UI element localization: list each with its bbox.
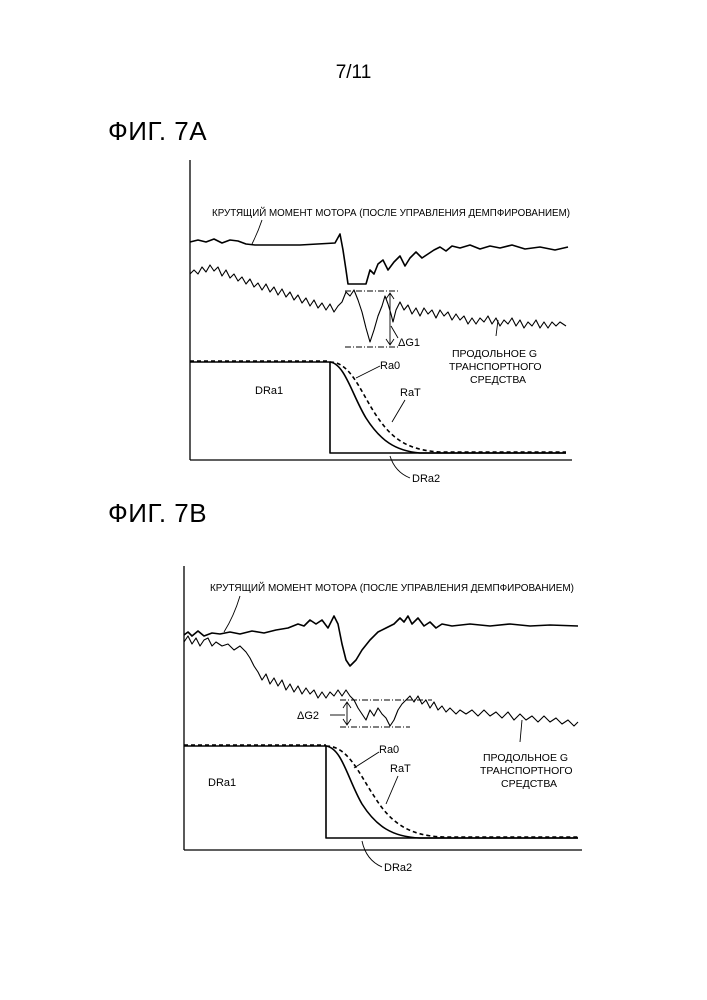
- rat-label: RaT: [400, 387, 421, 399]
- dra1-label: DRa1: [208, 777, 236, 789]
- longitudinal-g-label-line-1: ПРОДОЛЬНОЕ G: [452, 348, 537, 360]
- longitudinal-g-label-line-1: ПРОДОЛЬНОЕ G: [483, 752, 568, 764]
- ra0-label: Ra0: [380, 360, 400, 372]
- delta-g2-arrow: [343, 702, 351, 725]
- ra0-leader: [354, 752, 379, 768]
- delta-g1-label: ΔG1: [398, 337, 420, 349]
- rat-leader: [392, 400, 405, 422]
- page-number: 7/11: [0, 62, 707, 84]
- delta-g2-label: ΔG2: [297, 710, 319, 722]
- longitudinal-g-leader: [520, 720, 522, 742]
- rat-leader: [386, 776, 398, 804]
- dra2-label: DRa2: [412, 473, 440, 485]
- dra2-leader: [390, 456, 410, 478]
- motor-torque-trace: [190, 234, 568, 284]
- rat-curve: [330, 362, 566, 452]
- dra1-label: DRa1: [255, 385, 283, 397]
- figure-7a-diagram: КРУТЯЩИЙ МОМЕНТ МОТОРА (ПОСЛЕ УПРАВЛЕНИЯ…: [0, 150, 707, 490]
- dra2-label: DRa2: [384, 862, 412, 874]
- delta-g1-leader: [391, 326, 398, 338]
- rat-label: RaT: [390, 763, 411, 775]
- longitudinal-g-label-line-3: СРЕДСТВА: [501, 778, 557, 790]
- motor-torque-leader: [252, 220, 262, 244]
- motor-torque-leader: [224, 596, 240, 632]
- dra2-leader: [362, 841, 382, 867]
- motor-torque-label: КРУТЯЩИЙ МОМЕНТ МОТОРА (ПОСЛЕ УПРАВЛЕНИЯ…: [212, 206, 570, 219]
- figure-7b-diagram: КРУТЯЩИЙ МОМЕНТ МОТОРА (ПОСЛЕ УПРАВЛЕНИЯ…: [0, 560, 707, 890]
- motor-torque-trace: [184, 616, 578, 666]
- figure-7a-title: ФИГ. 7А: [108, 116, 207, 147]
- longitudinal-g-leader: [496, 320, 498, 336]
- ra0-leader: [356, 366, 380, 378]
- longitudinal-g-trace: [184, 636, 578, 726]
- ra0-label: Ra0: [379, 744, 399, 756]
- ra0-curve: [330, 362, 566, 453]
- longitudinal-g-label-line-3: СРЕДСТВА: [470, 374, 526, 386]
- longitudinal-g-label-line-2: ТРАНСПОРТНОГО: [449, 361, 542, 373]
- longitudinal-g-trace: [190, 265, 566, 342]
- figure-7b-title: ФИГ. 7В: [108, 498, 207, 529]
- longitudinal-g-label-line-2: ТРАНСПОРТНОГО: [480, 765, 573, 777]
- motor-torque-label: КРУТЯЩИЙ МОМЕНТ МОТОРА (ПОСЛЕ УПРАВЛЕНИЯ…: [210, 581, 574, 594]
